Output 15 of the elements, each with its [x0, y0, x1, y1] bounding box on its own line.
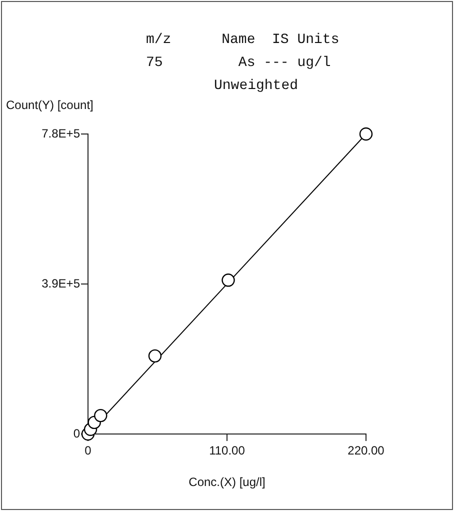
point — [359, 127, 373, 141]
y-tick-label: 7.8E+5 — [42, 126, 80, 140]
x-axis-title: Conc.(X) [ug/l] — [188, 475, 266, 490]
chart-subtitle: 75 As --- ug/l — [146, 55, 331, 71]
x-tick-label: 0 — [84, 444, 92, 458]
chart-title: m/z Name IS Units — [146, 32, 340, 48]
point — [94, 408, 108, 422]
x-tick-label: 220.00 — [348, 444, 385, 458]
text: Unweighted — [214, 78, 298, 94]
x-tick-label: 110.00 — [209, 444, 246, 458]
y-tick-label: 3.9E+5 — [42, 276, 80, 290]
y-tick-label: 0 — [73, 426, 80, 440]
y-axis-title: Count(Y) [count] — [6, 98, 94, 112]
point — [148, 349, 162, 363]
point — [222, 274, 235, 287]
